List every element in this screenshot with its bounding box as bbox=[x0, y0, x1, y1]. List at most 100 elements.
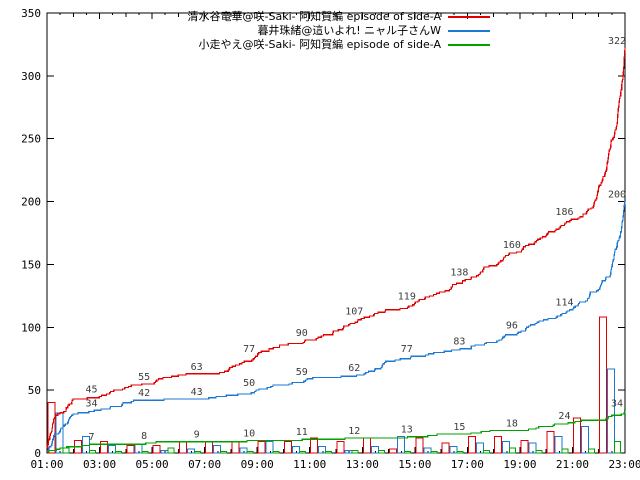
hour-bar-series-1 bbox=[239, 447, 248, 454]
hour-bar-series-2 bbox=[430, 451, 438, 454]
value-annotation-series-2: 10 bbox=[243, 428, 255, 439]
hour-bar-series-2 bbox=[456, 451, 464, 454]
value-annotation-series-0: 160 bbox=[503, 240, 521, 251]
x-tick-label: 07:00 bbox=[188, 458, 221, 471]
hour-bar-series-2 bbox=[325, 451, 333, 454]
hour-bar-series-1 bbox=[265, 441, 274, 454]
value-annotation-series-2: 34 bbox=[611, 398, 623, 409]
hour-bar-series-1 bbox=[475, 442, 484, 454]
hour-bar-series-2 bbox=[141, 451, 149, 454]
hour-bar-series-2 bbox=[404, 451, 412, 454]
value-annotation-series-2: 24 bbox=[558, 411, 570, 422]
hour-bar-series-1 bbox=[291, 446, 300, 454]
hour-bar-series-0 bbox=[47, 402, 56, 454]
hour-bar-series-2 bbox=[587, 448, 595, 454]
hour-bar-series-1 bbox=[318, 446, 327, 454]
hour-bar-series-1 bbox=[449, 446, 458, 454]
hour-bar-series-0 bbox=[205, 441, 214, 454]
value-annotation-series-1: 43 bbox=[191, 387, 203, 398]
y-tick-label: 0 bbox=[34, 447, 41, 460]
hour-bar-series-0 bbox=[415, 437, 424, 454]
hour-bar-series-0 bbox=[336, 441, 345, 454]
hour-bar-series-2 bbox=[62, 447, 70, 454]
y-tick-label: 100 bbox=[21, 321, 41, 334]
hour-bar-series-1 bbox=[370, 446, 379, 454]
series-line-0 bbox=[46, 47, 626, 449]
hour-bar-series-1 bbox=[108, 444, 117, 454]
value-annotation-series-1: 83 bbox=[453, 337, 465, 348]
series-line-2 bbox=[47, 409, 626, 453]
hour-bar-series-0 bbox=[100, 441, 109, 454]
hour-bar-series-2 bbox=[193, 451, 201, 454]
value-annotation-series-1: 200 bbox=[608, 190, 626, 201]
legend-entry: 小走やえ@咲-Saki- 阿知賀編 episode of side-A bbox=[188, 38, 490, 51]
hour-bar-series-2 bbox=[167, 447, 175, 454]
value-annotation-series-0: 55 bbox=[138, 372, 150, 383]
value-annotation-series-1: 114 bbox=[555, 298, 573, 309]
hour-bar-series-2 bbox=[298, 451, 306, 454]
hour-bar-series-2 bbox=[561, 448, 569, 454]
hour-bar-series-0 bbox=[152, 444, 161, 454]
hour-bar-series-2 bbox=[220, 451, 228, 454]
value-annotation-series-0: 119 bbox=[398, 291, 416, 302]
hour-bar-series-1 bbox=[186, 448, 195, 454]
x-tick-label: 15:00 bbox=[398, 458, 431, 471]
value-annotation-series-0: 90 bbox=[296, 328, 308, 339]
hour-bar-series-0 bbox=[441, 442, 450, 454]
legend-label: 清水谷竜華@咲-Saki- 阿知賀編 episode of side-A bbox=[187, 10, 441, 23]
legend-entry: 暮井珠緒@這いよれ! ニャル子さんW bbox=[188, 24, 490, 37]
hour-bar-series-1 bbox=[213, 444, 222, 454]
hour-bar-series-1 bbox=[528, 442, 537, 454]
hour-bar-series-0 bbox=[546, 431, 555, 454]
legend-entry: 清水谷竜華@咲-Saki- 阿知賀編 episode of side-A bbox=[188, 10, 490, 23]
hour-bar-series-1 bbox=[423, 447, 432, 454]
hour-bar-series-0 bbox=[231, 441, 240, 454]
value-annotation-series-0: 138 bbox=[450, 268, 468, 279]
x-tick-label: 05:00 bbox=[136, 458, 169, 471]
hour-bar-series-0 bbox=[494, 436, 503, 454]
x-tick-label: 01:00 bbox=[30, 458, 63, 471]
hour-bar-series-1 bbox=[344, 449, 353, 454]
legend-line-sample bbox=[448, 43, 490, 46]
hour-bar-series-0 bbox=[310, 437, 319, 454]
hour-bar-series-1 bbox=[502, 441, 511, 454]
hour-bar-series-2 bbox=[509, 447, 517, 454]
x-tick-label: 23:00 bbox=[608, 458, 640, 471]
hour-bar-series-0 bbox=[362, 437, 371, 454]
hour-bar-series-2 bbox=[115, 451, 123, 454]
plot-frame bbox=[46, 12, 626, 454]
value-annotation-series-2: 12 bbox=[348, 426, 360, 437]
hour-bar-series-0 bbox=[178, 441, 187, 454]
hour-bar-series-2 bbox=[246, 451, 254, 454]
chart-legend: 清水谷竜華@咲-Saki- 阿知賀編 episode of side-A 暮井珠… bbox=[188, 10, 490, 51]
value-annotation-series-2: 13 bbox=[401, 425, 413, 436]
legend-line-sample bbox=[448, 29, 490, 32]
y-tick-label: 50 bbox=[28, 384, 41, 397]
hour-bar-series-1 bbox=[134, 443, 143, 454]
x-tick-label: 17:00 bbox=[451, 458, 484, 471]
hour-bar-series-0 bbox=[257, 441, 266, 454]
y-tick-label: 250 bbox=[21, 133, 41, 146]
value-annotation-series-0: 322 bbox=[608, 36, 626, 47]
value-annotation-series-1: 50 bbox=[243, 378, 255, 389]
value-annotation-series-1: 34 bbox=[86, 398, 98, 409]
hour-bar-series-1 bbox=[160, 449, 169, 454]
value-annotation-series-2: 11 bbox=[296, 427, 308, 438]
hour-bar-series-0 bbox=[126, 444, 135, 454]
legend-label: 暮井珠緒@這いよれ! ニャル子さんW bbox=[257, 24, 441, 37]
hour-bar-series-0 bbox=[572, 417, 581, 454]
value-annotation-series-1: 96 bbox=[506, 320, 518, 331]
hour-bar-series-2 bbox=[535, 449, 543, 454]
hour-bar-series-0 bbox=[389, 448, 398, 454]
hour-bar-series-2 bbox=[614, 441, 622, 454]
hour-bar-series-0 bbox=[599, 316, 608, 454]
hour-bar-series-0 bbox=[520, 439, 529, 454]
x-tick-label: 13:00 bbox=[346, 458, 379, 471]
value-annotation-series-0: 186 bbox=[555, 207, 573, 218]
value-annotation-series-2: 15 bbox=[453, 422, 465, 433]
y-tick-label: 150 bbox=[21, 258, 41, 271]
value-annotation-series-2: 7 bbox=[89, 432, 95, 443]
hour-bar-series-1 bbox=[580, 426, 589, 454]
y-tick-label: 300 bbox=[21, 70, 41, 83]
